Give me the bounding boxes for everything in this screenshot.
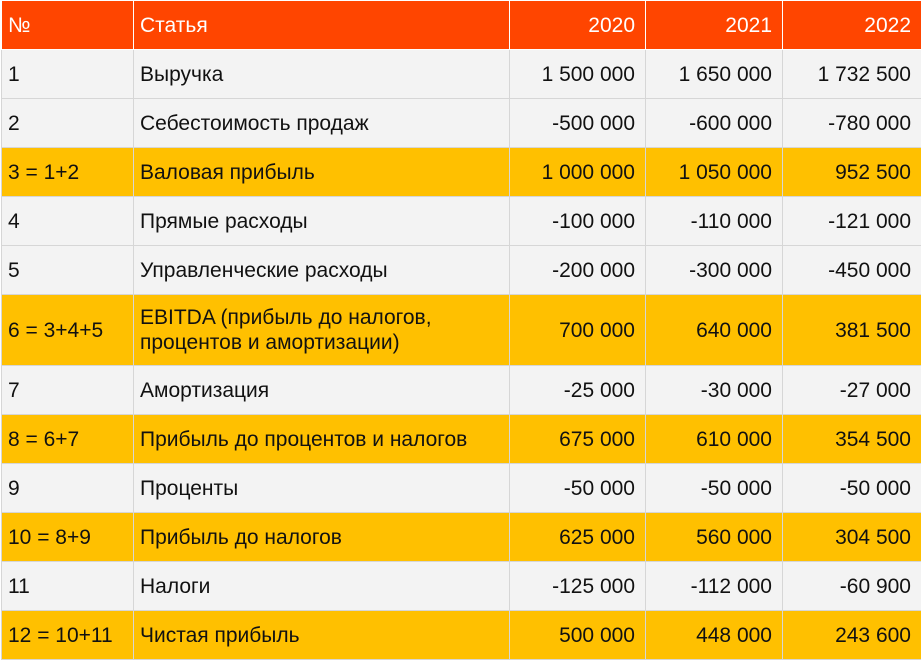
cell-item: Управленческие расходы [133, 245, 510, 295]
cell-number: 11 [1, 561, 134, 611]
cell-2020: -50 000 [509, 463, 646, 513]
cell-2022: -450 000 [782, 245, 921, 295]
cell-2022: 381 500 [782, 294, 921, 366]
cell-2022: -780 000 [782, 98, 921, 148]
table-row: 9 Проценты -50 000 -50 000 -50 000 [1, 463, 921, 513]
cell-2022: 304 500 [782, 512, 921, 562]
cell-number: 1 [1, 49, 134, 99]
header-number: № [1, 0, 134, 50]
cell-2021: 560 000 [645, 512, 783, 562]
header-2021: 2021 [645, 0, 783, 50]
cell-number: 4 [1, 196, 134, 246]
cell-2022: -50 000 [782, 463, 921, 513]
cell-2022: -60 900 [782, 561, 921, 611]
table-row: 10 = 8+9 Прибыль до налогов 625 000 560 000… [1, 512, 921, 562]
header-2022: 2022 [782, 0, 921, 50]
table-row: 2 Себестоимость продаж -500 000 -600 000 -78… [1, 98, 921, 148]
cell-2022: -121 000 [782, 196, 921, 246]
cell-number: 7 [1, 365, 134, 415]
cell-2020: -25 000 [509, 365, 646, 415]
cell-2021: -110 000 [645, 196, 783, 246]
header-2020: 2020 [509, 0, 646, 50]
cell-2021: -50 000 [645, 463, 783, 513]
cell-item: Себестоимость продаж [133, 98, 510, 148]
cell-2022: 354 500 [782, 414, 921, 464]
table-row: 1 Выручка 1 500 000 1 650 000 1 732 500 [1, 49, 921, 99]
cell-2022: 1 732 500 [782, 49, 921, 99]
cell-number: 12 = 10+11 [1, 610, 134, 660]
cell-2020: 625 000 [509, 512, 646, 562]
cell-number: 9 [1, 463, 134, 513]
cell-2021: 1 050 000 [645, 147, 783, 197]
cell-item: Чистая прибыль [133, 610, 510, 660]
header-item: Статья [133, 0, 510, 50]
cell-2021: -300 000 [645, 245, 783, 295]
table-row: 12 = 10+11 Чистая прибыль 500 000 448 000 24… [1, 610, 921, 660]
cell-item: Прибыль до налогов [133, 512, 510, 562]
cell-2021: 1 650 000 [645, 49, 783, 99]
cell-2020: -200 000 [509, 245, 646, 295]
cell-2020: 500 000 [509, 610, 646, 660]
cell-number: 10 = 8+9 [1, 512, 134, 562]
table-row: 5 Управленческие расходы -200 000 -300 000-… [1, 245, 921, 295]
cell-2021: -600 000 [645, 98, 783, 148]
cell-2020: -125 000 [509, 561, 646, 611]
table-row: 3 = 1+2 Валовая прибыль 1 000 000 1 050 000… [1, 147, 921, 197]
table-row: 4 Прямые расходы -100 000 -110 000 -121 000 [1, 196, 921, 246]
cell-item: Валовая прибыль [133, 147, 510, 197]
cell-2020: -100 000 [509, 196, 646, 246]
cell-number: 2 [1, 98, 134, 148]
cell-2020: 700 000 [509, 294, 646, 366]
cell-item: EBITDA (прибыль до налогов, процентов и … [133, 294, 510, 366]
cell-2022: -27 000 [782, 365, 921, 415]
cell-2021: -112 000 [645, 561, 783, 611]
cell-item: Прямые расходы [133, 196, 510, 246]
cell-2021: 448 000 [645, 610, 783, 660]
cell-2020: 1 500 000 [509, 49, 646, 99]
table-row: 8 = 6+7 Прибыль до процентов и налогов 675… [1, 414, 921, 464]
cell-item: Проценты [133, 463, 510, 513]
cell-2022: 243 600 [782, 610, 921, 660]
cell-item: Налоги [133, 561, 510, 611]
table-row: 7 Амортизация -25 000 -30 000 -27 000 [1, 365, 921, 415]
cell-2020: 675 000 [509, 414, 646, 464]
cell-number: 6 = 3+4+5 [1, 294, 134, 366]
cell-2020: -500 000 [509, 98, 646, 148]
cell-item: Прибыль до процентов и налогов [133, 414, 510, 464]
table-row: 11 Налоги -125 000 -112 000 -60 900 [1, 561, 921, 611]
cell-2021: 640 000 [645, 294, 783, 366]
cell-2021: 610 000 [645, 414, 783, 464]
cell-2020: 1 000 000 [509, 147, 646, 197]
cell-item: Выручка [133, 49, 510, 99]
cell-item: Амортизация [133, 365, 510, 415]
cell-2022: 952 500 [782, 147, 921, 197]
cell-number: 8 = 6+7 [1, 414, 134, 464]
table-header-row: № Статья 2020 2021 2022 [1, 0, 921, 50]
table-row: 6 = 3+4+5 EBITDA (прибыль до налогов, про… [1, 294, 921, 366]
cell-number: 3 = 1+2 [1, 147, 134, 197]
cell-number: 5 [1, 245, 134, 295]
cell-2021: -30 000 [645, 365, 783, 415]
